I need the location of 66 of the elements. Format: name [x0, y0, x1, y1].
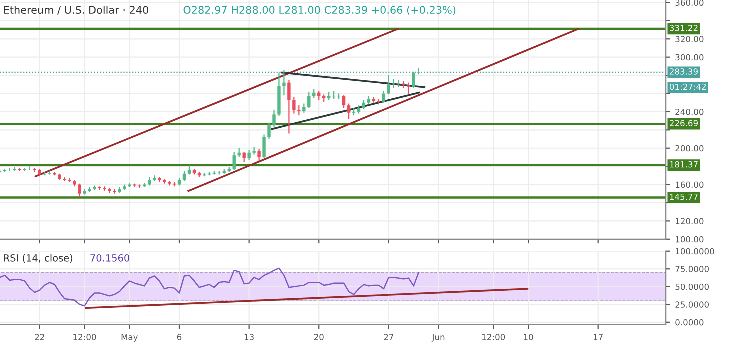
text: Ethereum / U.S. Dollar · 240 [4, 6, 148, 15]
candlestick [387, 74, 391, 96]
candlestick [347, 103, 351, 120]
candlestick [188, 165, 192, 176]
x-tick-label: 12:00 [74, 334, 96, 340]
ref-line-label: 145.77 [670, 194, 698, 200]
candlestick [78, 183, 82, 198]
y-tick-label: 100.00 [676, 236, 704, 243]
x-tick-label: 13 [244, 334, 254, 340]
y-tick-label: 0.0000 [676, 319, 704, 326]
candlestick [362, 100, 366, 110]
candlestick [103, 186, 106, 192]
candlestick [248, 150, 251, 161]
candlestick [98, 186, 102, 191]
ref-line-label: 283.39 [670, 68, 698, 75]
x-tick-label: 6 [177, 334, 182, 340]
candlestick [242, 151, 246, 163]
x-tick-label: Jun [432, 334, 445, 342]
annotation: O282.97 H288.00 L281.00 C283.39 +0.66 (+0.23%) [184, 6, 456, 16]
y-tick-label: 120.00 [676, 218, 704, 224]
y-tick-label: 100.0000 [676, 248, 714, 255]
y-tick-label: 360.00 [676, 0, 704, 6]
y-tick-label: 50.0000 [676, 284, 710, 290]
text: 01:27:42 [670, 84, 706, 90]
candlestick [318, 90, 321, 101]
candlestick [288, 80, 291, 134]
x-tick-label: 27 [384, 334, 394, 340]
candlestick [258, 148, 261, 162]
x-tick-label: 12:00 [482, 334, 506, 340]
candlestick [382, 90, 386, 104]
ref-line-label: 181.37 [670, 161, 698, 168]
candlestick [292, 96, 296, 114]
y-tick-label: 75.0000 [676, 266, 710, 272]
candlestick [268, 122, 271, 140]
x-tick-label: 20 [314, 334, 324, 340]
candlestick [412, 71, 416, 89]
y-tick-label: 25.0000 [676, 302, 710, 308]
candlestick [302, 103, 306, 114]
ref-line-label: 331.22 [670, 25, 698, 32]
y-tick-label: 300.00 [676, 54, 704, 61]
candlestick [407, 82, 410, 96]
y-tick-label: 200.00 [676, 145, 704, 152]
x-tick-label: 22 [35, 334, 44, 340]
candlestick [88, 186, 92, 193]
candlestick [392, 78, 396, 89]
y-tick-label: 240.00 [676, 108, 704, 116]
candlestick [262, 134, 266, 159]
x-tick-label: 10 [524, 334, 534, 340]
annotation: RSI (14, close) [4, 254, 73, 263]
x-tick-label: 17 [594, 334, 603, 340]
annotation: 70.1560 [90, 254, 130, 262]
candlestick [252, 146, 256, 156]
candlestick [232, 151, 236, 171]
candlestick [298, 105, 301, 116]
line-series [0, 268, 420, 307]
ref-line-label: 226.69 [670, 120, 698, 126]
candlestick [342, 95, 346, 109]
y-tick-label: 160.00 [676, 182, 704, 188]
candlestick [312, 88, 316, 99]
candlestick [238, 148, 241, 158]
candlestick [282, 70, 286, 96]
y-tick-label: 320.00 [676, 36, 704, 42]
candlestick [308, 91, 311, 109]
candlestick [108, 188, 112, 194]
x-tick-label: May [122, 334, 138, 342]
candlestick [272, 110, 276, 128]
